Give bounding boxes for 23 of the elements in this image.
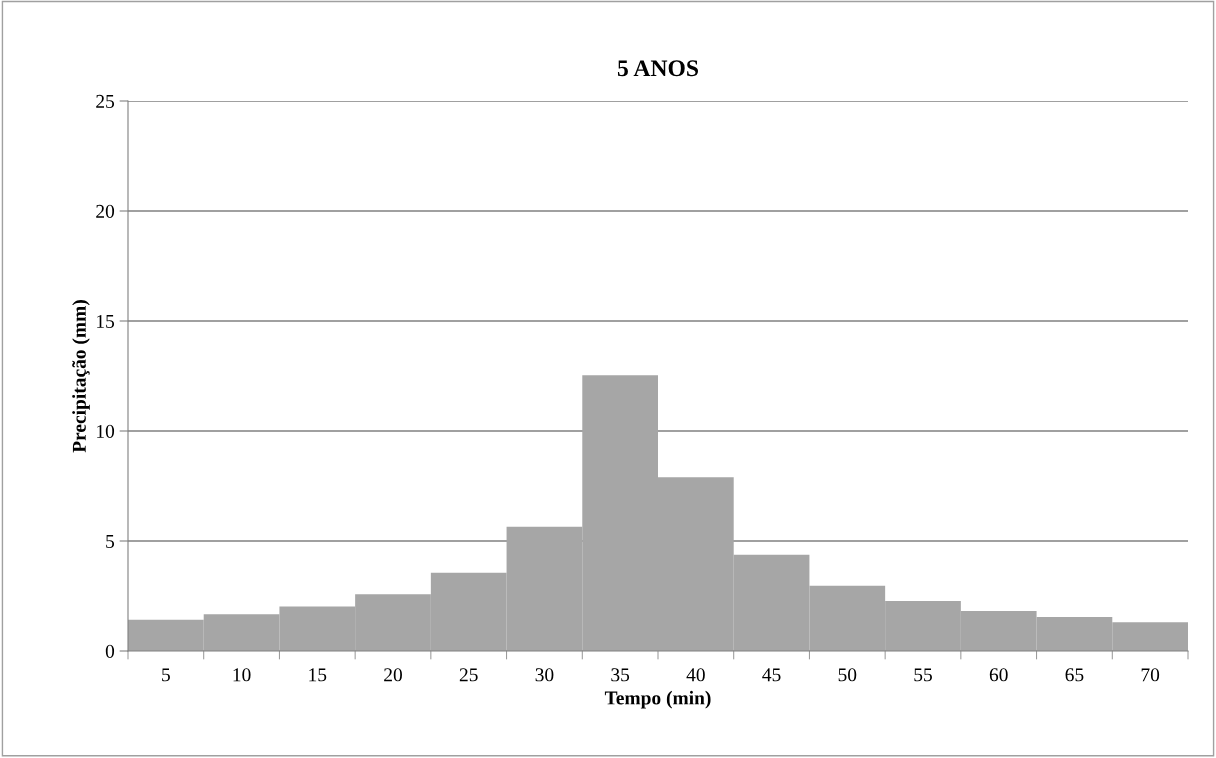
y-tick-label: 5 [106, 535, 115, 548]
x-axis-title: Tempo (min) [604, 690, 711, 709]
x-tick-label: 20 [384, 668, 402, 682]
x-tick-label: 60 [989, 668, 1008, 682]
x-tick-label: 15 [309, 668, 327, 682]
y-tick-label: 25 [96, 94, 115, 108]
x-tick-label: 65 [1065, 668, 1084, 682]
x-tick-label: 25 [459, 668, 478, 682]
x-tick-label: 55 [914, 668, 932, 682]
y-tick-label: 10 [97, 424, 115, 438]
y-tick-label: 0 [105, 644, 115, 658]
x-tick-label: 70 [1141, 668, 1160, 682]
y-tick-label: 20 [96, 204, 115, 218]
x-tick-label: 10 [233, 668, 251, 682]
y-tick-label: 15 [97, 314, 115, 328]
x-tick-label: 50 [838, 668, 857, 682]
x-tick-label: 40 [686, 668, 705, 682]
x-tick-label: 35 [611, 668, 630, 682]
chart-title: 5 ANOS [617, 60, 698, 77]
x-tick-label: 30 [535, 668, 554, 682]
x-tick-label: 45 [762, 668, 781, 682]
x-tick-label: 5 [162, 668, 170, 682]
y-axis-title: Precipitação (mm) [72, 300, 90, 453]
